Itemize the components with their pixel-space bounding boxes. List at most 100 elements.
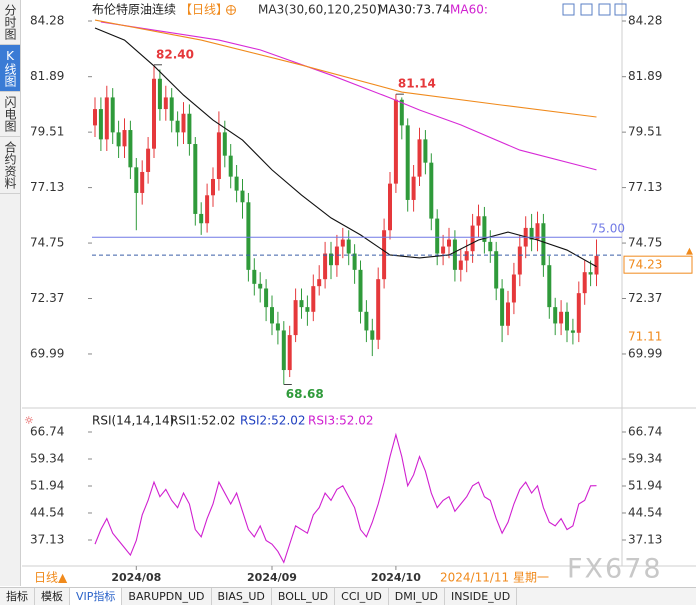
bottom-tab[interactable]: INSIDE_UD [445,588,518,605]
toolbar-icons [562,3,627,16]
candle-body [364,311,369,331]
chart-title: RSI(14,14,14) [92,414,174,428]
y-tick-label: 44.54 [628,505,662,519]
bottom-tab[interactable]: VIP指标 [70,588,123,605]
sidebar-tab[interactable]: 闪电图 [0,92,20,137]
legend-entry: MA60: [450,3,488,17]
period: 【日线】 [180,3,228,17]
candle-body [464,251,469,261]
candle-body [275,323,280,331]
legend-entry: RSI2:52.02 [240,414,306,428]
candle-body [576,293,581,333]
candle-body [405,125,410,200]
period-button[interactable]: 日线▲ [34,571,68,585]
candle-body [500,288,505,326]
candle-body [529,227,534,240]
chart-title: 布伦特原油连续 [92,2,176,17]
watermark: FX678 [567,554,663,585]
candle-body [122,130,127,147]
candle-body [376,279,381,340]
y-tick-label: 59.34 [628,451,662,465]
candle-body [246,202,251,270]
icon[interactable] [598,3,611,16]
y-tick-label: 59.34 [30,451,64,465]
candle-body [547,265,552,308]
candle-body [299,300,304,308]
candle-body [293,300,298,336]
candle-body [582,272,587,294]
candle-body [517,246,522,275]
annotation: 82.40 [156,47,194,61]
y-tick-label: 81.89 [30,69,64,83]
bottom-tab[interactable]: BOLL_UD [272,588,336,605]
y-tick-label: 84.28 [30,13,64,27]
candle-body [93,109,97,126]
legend-entry: MA30:73.74 [378,3,450,17]
candle-body [234,176,239,191]
candle-body [110,97,115,133]
y-tick-label: 51.94 [628,478,662,492]
candle-body [104,97,109,140]
price-label: 75.00 [591,222,625,236]
candle-body [511,274,516,303]
icon[interactable] [614,3,627,16]
candle-body [476,216,481,226]
candle-body [588,272,593,275]
candle-body [258,283,263,289]
legend-entry: RSI3:52.02 [308,414,374,428]
candle-body [452,239,457,270]
settings-icon[interactable]: ☼ [24,414,34,427]
x-tick-label: 2024/10 [371,571,421,584]
candle-body [553,307,558,324]
sidebar-tab[interactable]: 分时图 [0,0,20,45]
candle-body [541,223,546,266]
candle-body [305,307,310,312]
sidebar: 分时图 K线图 闪电图 合约资料 [0,0,21,586]
candle-body [340,239,345,247]
icon[interactable] [562,3,575,16]
sidebar-tab[interactable]: K线图 [0,45,20,92]
candle-body [323,253,328,280]
candle-body [506,302,510,326]
y-tick-label: 81.89 [628,69,662,83]
bottom-tabs: 指标 模板 VIP指标 BARUPDN_UD BIAS_UD BOLL_UD CCI_UD D… [0,587,696,605]
candle-body [128,130,133,168]
candle-body [565,311,569,331]
candle-body [352,253,357,270]
bottom-tab[interactable]: 指标 [0,588,35,605]
y-tick-label: 66.74 [30,425,64,439]
y-tick-label: 44.54 [30,505,64,519]
bottom-tab[interactable]: 模板 [35,588,70,605]
candle-body [252,269,257,284]
y-tick-label: 37.13 [30,533,64,547]
candle-body [264,288,269,308]
bottom-tab[interactable]: CCI_UD [335,588,389,605]
bottom-tab[interactable]: BARUPDN_UD [122,588,212,605]
bottom-tab[interactable]: DMI_UD [389,588,446,605]
candle-body [281,330,286,371]
candle-body [570,330,575,333]
candle-body [411,176,416,200]
icon[interactable] [580,3,593,16]
candle-body [311,286,316,312]
price-label: 71.11 [628,329,662,343]
candle-body [211,178,215,196]
candle-body [358,269,363,312]
y-tick-label: 69.99 [628,346,662,360]
y-tick-label: 77.13 [30,180,64,194]
candle-body [146,148,151,172]
candle-body [388,183,392,231]
bottom-tab[interactable]: BIAS_UD [212,588,272,605]
candle-body [535,223,540,240]
candle-body [435,218,440,254]
candle-body [169,97,174,121]
candle-body [134,167,139,193]
candle-body [447,239,451,247]
y-tick-label: 84.28 [628,13,662,27]
candle-body [181,113,186,133]
sidebar-tab[interactable]: 合约资料 [0,137,20,194]
price-label: 74.23 [628,258,662,272]
candle-body [488,241,493,252]
